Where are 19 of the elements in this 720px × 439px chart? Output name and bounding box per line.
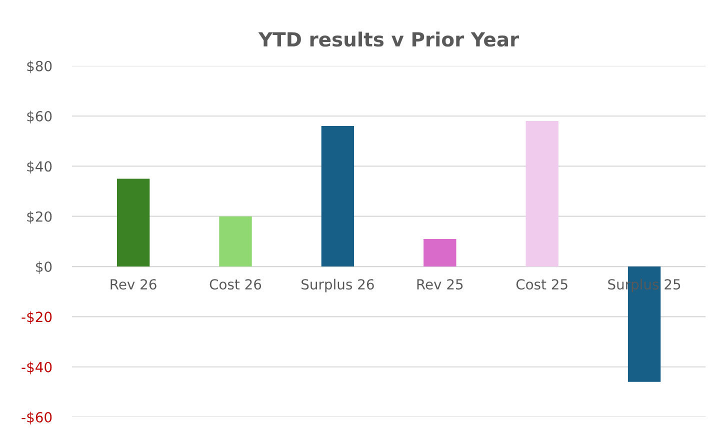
- y-tick-label: $60: [27, 110, 52, 124]
- bar: [321, 126, 354, 267]
- y-tick-label: -$60: [22, 412, 52, 424]
- x-tick-label: Cost 25: [516, 279, 568, 290]
- y-tick-label: $40: [27, 160, 52, 174]
- x-tick-label: Rev 26: [110, 279, 156, 290]
- y-tick-label: $80: [27, 60, 52, 74]
- bar: [219, 216, 252, 267]
- x-tick-label: Cost 26: [210, 279, 262, 290]
- bar: [424, 238, 456, 267]
- bar: [526, 121, 558, 267]
- bar: [116, 178, 150, 267]
- x-tick-label: Surplus 26: [302, 278, 374, 292]
- y-tick-label: $0: [36, 261, 52, 274]
- x-tick-label: Rev 25: [417, 279, 463, 290]
- chart-title: YTD results v Prior Year: [258, 32, 520, 47]
- y-tick-label: -$40: [22, 362, 52, 374]
- y-tick-label: -$20: [22, 311, 52, 324]
- y-tick-label: $20: [27, 211, 52, 224]
